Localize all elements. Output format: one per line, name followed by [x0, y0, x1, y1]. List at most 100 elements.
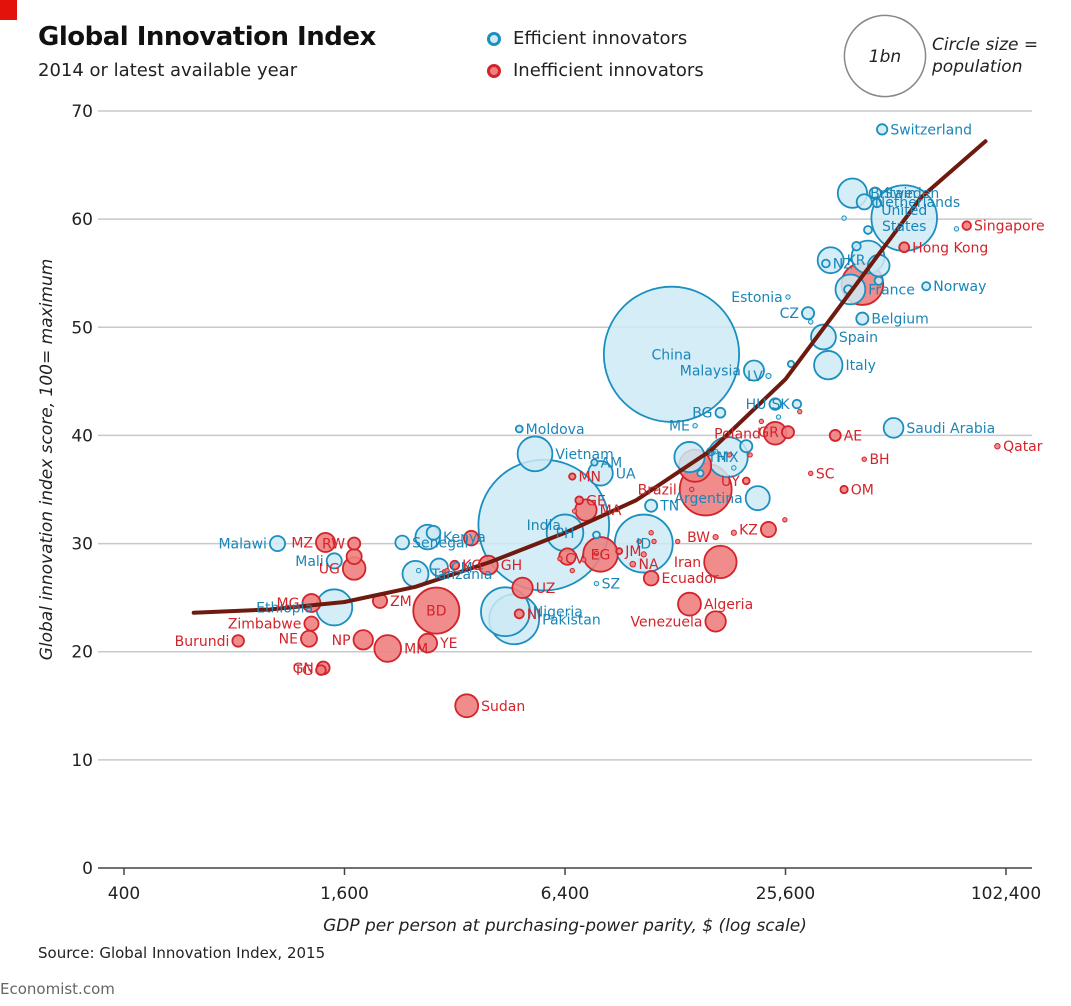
point-label: Hong Kong	[912, 240, 988, 256]
point-label: India	[527, 518, 561, 534]
inefficient-bubble	[648, 530, 654, 536]
efficient-bubble	[921, 281, 932, 292]
point-label: UZ	[536, 581, 556, 597]
inefficient-bubble	[760, 521, 777, 538]
point-label: UA	[616, 466, 636, 482]
inefficient-bubble	[231, 634, 245, 648]
legend-inefficient-label: Inefficient innovators	[513, 60, 704, 81]
inefficient-bubble	[651, 538, 657, 545]
point-label: Venezuela	[631, 614, 703, 630]
efficient-bubble	[873, 275, 884, 286]
x-tick-label: 1,600	[320, 884, 369, 904]
point-label: Estonia	[731, 290, 783, 306]
efficient-bubble	[791, 398, 803, 410]
efficient-bubble	[673, 441, 706, 474]
point-label: Sudan	[481, 699, 525, 715]
chart-subtitle: 2014 or latest available year	[38, 60, 298, 81]
inefficient-bubble	[780, 425, 795, 440]
point-label: France	[868, 282, 915, 298]
x-tick-label: 400	[108, 884, 140, 904]
inefficient-bubble	[636, 538, 642, 545]
chart-title: Global Innovation Index	[38, 22, 376, 52]
inefficient-bubble	[961, 220, 972, 231]
point-label: CZ	[780, 306, 799, 322]
inefficient-bubble	[726, 452, 733, 458]
point-label: Norway	[933, 279, 986, 295]
point-label: GH	[501, 558, 522, 574]
inefficient-bubble	[712, 533, 719, 541]
point-label: Britain	[870, 186, 916, 202]
inefficient-bubble	[629, 560, 637, 568]
point-label: Pakistan	[542, 612, 601, 628]
efficient-bubble	[851, 241, 862, 252]
point-label: NZ	[833, 256, 853, 272]
efficient-bubble	[821, 258, 831, 269]
inefficient-bubble	[689, 486, 695, 493]
point-label: GR	[758, 425, 779, 441]
point-label: MX	[717, 450, 739, 466]
inefficient-bubble	[568, 472, 577, 481]
inefficient-bubble	[828, 429, 842, 442]
efficient-bubble	[841, 215, 847, 221]
inefficient-bubble	[782, 517, 788, 523]
efficient-bubble	[644, 498, 659, 513]
point-label: TH	[707, 450, 727, 466]
efficient-bubble	[775, 414, 782, 420]
inefficient-bubble	[747, 452, 753, 458]
inefficient-bubble	[569, 567, 575, 574]
inefficient-bubble	[417, 632, 438, 654]
point-label: MA	[600, 503, 622, 519]
point-label: LV	[747, 369, 763, 385]
point-label: JM	[624, 544, 641, 560]
point-label: BW	[687, 530, 710, 546]
point-label: NI	[527, 607, 542, 623]
point-label: SC	[816, 466, 835, 482]
point-label: Singapore	[974, 219, 1045, 235]
point-label: Burundi	[175, 634, 230, 650]
inefficient-bubble	[557, 556, 563, 562]
point-label: BG	[692, 406, 712, 422]
point-label: KG	[462, 558, 482, 574]
size-note: Circle size = population	[932, 34, 1038, 78]
efficient-bubble	[871, 197, 883, 209]
point-label: AE	[844, 428, 862, 444]
point-label: EG	[591, 547, 611, 563]
point-label: Moldova	[526, 422, 585, 438]
efficient-bubble	[855, 311, 870, 326]
point-label: Kenya	[443, 530, 486, 546]
point-label: PH	[556, 526, 575, 542]
point-label: Saudi Arabia	[906, 421, 995, 437]
point-label: Italy	[845, 358, 875, 374]
inefficient-bubble	[511, 576, 534, 600]
efficient-bubble	[712, 448, 719, 455]
y-tick-label: 50	[71, 318, 93, 338]
inefficient-bubble	[412, 586, 461, 635]
point-label: ZM	[390, 594, 412, 610]
point-label: MG	[277, 596, 300, 612]
source-note: Source: Global Innovation Index, 2015	[38, 944, 326, 962]
point-label: ME	[669, 419, 690, 435]
efficient-bubble	[813, 350, 844, 381]
point-label: Spain	[839, 330, 878, 346]
legend-efficient-label: Efficient innovators	[513, 28, 688, 49]
efficient-bubble	[602, 285, 741, 423]
inefficient-bubble	[703, 544, 738, 580]
efficient-bubble	[855, 193, 873, 211]
efficient-bubble	[315, 588, 354, 627]
x-tick-label: 102,400	[971, 884, 1041, 904]
point-label: GE	[586, 493, 606, 509]
x-axis-title: GDP per person at purchasing-power parit…	[323, 916, 807, 936]
inefficient-bubble	[345, 548, 363, 566]
point-label: OM	[851, 483, 874, 499]
point-label: Malawi	[218, 537, 266, 553]
point-label: TG	[293, 663, 313, 679]
efficient-bubble	[768, 397, 782, 411]
size-note-line2: population	[932, 57, 1023, 77]
efficient-bubble	[415, 567, 422, 574]
point-label: UG	[319, 561, 340, 577]
point-label: MN	[578, 470, 601, 486]
efficient-bubble	[808, 319, 814, 325]
y-tick-label: 10	[71, 751, 93, 771]
point-label: States	[882, 219, 926, 235]
